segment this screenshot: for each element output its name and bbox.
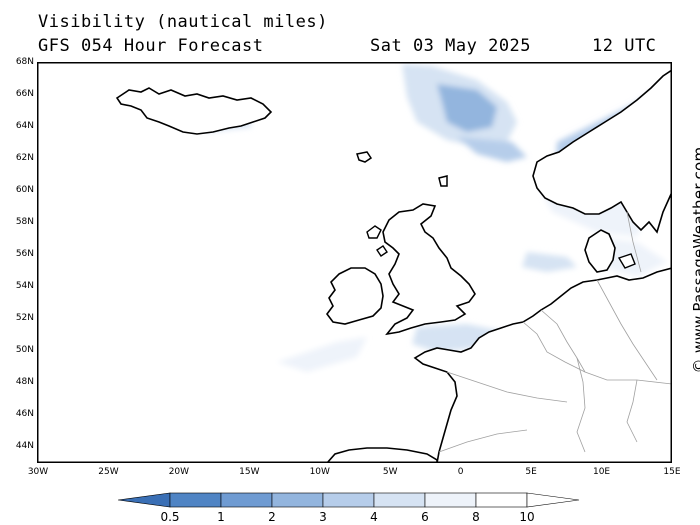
- latitude-label: 62N: [15, 153, 34, 163]
- longitude-label: 10W: [309, 467, 330, 477]
- colorbar-label: 2: [268, 510, 276, 524]
- visibility-colorbar: [118, 492, 580, 508]
- longitude-label: 0: [457, 467, 464, 477]
- colorbar-label: 0.5: [160, 510, 180, 524]
- country-borders: [438, 211, 672, 453]
- latitude-label: 56N: [15, 249, 34, 259]
- forecast-date: Sat 03 May 2025: [370, 36, 532, 56]
- forecast-time: 12 UTC: [592, 36, 657, 56]
- latitude-label: 58N: [15, 217, 34, 227]
- latitude-label: 54N: [15, 281, 34, 291]
- longitude-label: 15W: [239, 467, 260, 477]
- latitude-label: 46N: [15, 409, 34, 419]
- longitude-label: 25W: [98, 467, 119, 477]
- map-frame: [37, 62, 672, 463]
- continental-coast: [413, 267, 672, 463]
- colorbar-label: 1: [217, 510, 225, 524]
- latitude-label: 60N: [15, 185, 34, 195]
- latitude-label: 44N: [15, 441, 34, 451]
- longitude-label: 30W: [27, 467, 49, 477]
- great-britain-coast: [382, 203, 476, 336]
- longitude-label: 15E: [663, 467, 681, 477]
- latitude-label: 50N: [15, 345, 34, 355]
- colorbar-segment: [373, 492, 426, 508]
- ireland-coast: [326, 267, 384, 325]
- colorbar-segment: [169, 492, 222, 508]
- latitude-label: 66N: [15, 89, 34, 99]
- latitude-label: 64N: [15, 121, 34, 131]
- map-title: Visibility (nautical miles): [38, 12, 328, 32]
- colorbar-label: 3: [319, 510, 327, 524]
- denmark-coast: [584, 229, 616, 273]
- colorbar-high-arrow: [526, 492, 580, 508]
- faroe-islands: [356, 151, 373, 163]
- latitude-label: 68N: [15, 57, 34, 67]
- latitude-label: 52N: [15, 313, 34, 323]
- longitude-label: 5W: [382, 467, 398, 477]
- colorbar-low-arrow: [118, 492, 171, 508]
- longitude-label: 10E: [592, 467, 611, 477]
- credit-text: © www.PassageWeather.com: [690, 146, 700, 374]
- longitude-label: 5E: [525, 467, 537, 477]
- scandinavia-coast: [532, 69, 672, 234]
- colorbar-label: 8: [472, 510, 480, 524]
- colorbar-segment: [220, 492, 273, 508]
- forecast-label: GFS 054 Hour Forecast: [38, 36, 264, 56]
- colorbar-segment: [424, 492, 477, 508]
- colorbar-segment: [271, 492, 324, 508]
- iceland-coast: [115, 87, 273, 135]
- colorbar-label: 6: [421, 510, 429, 524]
- colorbar-label: 10: [519, 510, 535, 524]
- longitude-label: 20W: [168, 467, 190, 477]
- latitude-label: 48N: [15, 377, 34, 387]
- colorbar-label: 4: [370, 510, 378, 524]
- colorbar-segment: [475, 492, 528, 508]
- visibility-map: [37, 62, 672, 463]
- colorbar-segment: [322, 492, 375, 508]
